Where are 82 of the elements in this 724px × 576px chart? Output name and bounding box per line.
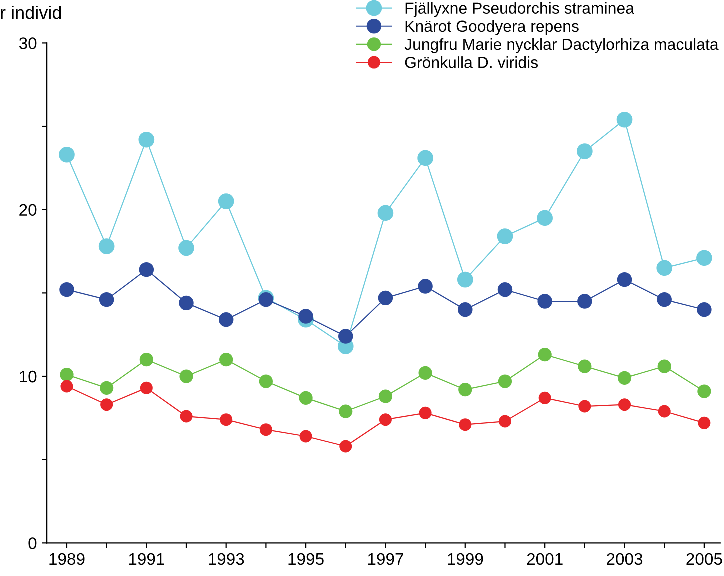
point	[537, 210, 553, 226]
point	[538, 392, 552, 404]
point	[656, 260, 673, 276]
point	[616, 112, 633, 128]
y-tick-label: 10	[20, 370, 37, 383]
legend-label: Fjällyxne Pseudorchis straminea	[406, 2, 634, 18]
point	[218, 194, 234, 210]
point	[418, 150, 434, 166]
y-tick-label: 20	[20, 204, 37, 216]
legend-label: Grönkulla D. viridis	[405, 56, 538, 68]
point	[300, 430, 312, 443]
point	[657, 292, 672, 308]
x-tick-label: 1999	[448, 553, 484, 566]
point	[340, 440, 352, 453]
point	[698, 384, 712, 398]
point	[419, 406, 432, 420]
point	[60, 380, 74, 393]
x-tick-label: 2005	[686, 553, 722, 566]
x-tick-label: 1997	[368, 553, 404, 566]
point	[538, 294, 552, 309]
point	[418, 279, 433, 294]
point	[259, 374, 273, 388]
point	[220, 414, 233, 426]
point	[458, 302, 473, 318]
y-axis-title: r individ	[1, 6, 62, 20]
x-tick-label: 1989	[50, 553, 85, 566]
point	[617, 272, 632, 288]
point	[378, 290, 394, 306]
point	[100, 381, 114, 395]
point	[578, 360, 592, 374]
point	[99, 292, 114, 308]
point	[378, 390, 393, 404]
point	[498, 415, 512, 428]
point	[457, 272, 474, 288]
point	[139, 262, 154, 278]
point	[577, 144, 593, 160]
x-tick-label: 2003	[607, 553, 643, 566]
point	[459, 418, 472, 432]
y-tick-label: 0	[28, 538, 37, 550]
legend-label: Jungfru Marie nycklar Dactylorhiza maculata	[404, 38, 719, 54]
point	[98, 238, 115, 254]
point	[339, 404, 353, 418]
point	[260, 424, 272, 436]
point	[578, 294, 592, 309]
point	[497, 228, 514, 244]
point	[697, 302, 712, 318]
point	[378, 205, 394, 222]
point	[498, 374, 512, 388]
x-tick-label: 1993	[209, 553, 244, 566]
point	[298, 309, 314, 324]
point	[59, 146, 75, 163]
point	[379, 414, 392, 426]
point	[658, 405, 671, 418]
point	[698, 416, 711, 430]
point	[220, 353, 234, 367]
point	[696, 250, 712, 266]
point	[140, 382, 153, 394]
point	[218, 312, 234, 328]
point	[138, 132, 155, 148]
x-tick-label: 2001	[527, 553, 563, 566]
point	[338, 329, 354, 344]
point	[180, 410, 193, 423]
point	[299, 391, 313, 405]
legend-label: Knärot Goodyera repens	[406, 20, 579, 36]
point	[60, 282, 74, 298]
x-tick-label: 1991	[129, 553, 164, 566]
point	[658, 360, 672, 374]
point	[538, 348, 552, 362]
y-tick-label: 30	[19, 38, 37, 50]
point	[60, 368, 74, 382]
x-tick-label: 1995	[288, 553, 324, 566]
point	[179, 296, 194, 311]
point	[618, 371, 632, 385]
point	[578, 400, 592, 413]
point	[418, 366, 432, 380]
point	[458, 383, 472, 397]
point	[178, 240, 194, 256]
point	[498, 282, 513, 298]
point	[618, 398, 632, 412]
point	[180, 370, 194, 384]
point	[100, 398, 114, 412]
point	[140, 353, 154, 367]
